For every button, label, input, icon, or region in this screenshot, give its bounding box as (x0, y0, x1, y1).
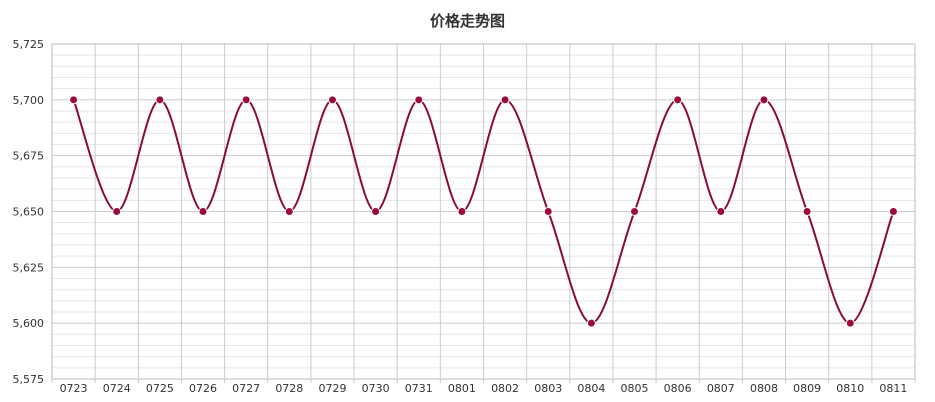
plot-frame (51, 43, 916, 380)
data-point (457, 207, 467, 216)
y-tick-label: 5,575 (13, 373, 45, 386)
data-point (414, 95, 424, 105)
x-tick-label: 0801 (448, 382, 476, 395)
x-tick-label: 0726 (189, 382, 217, 395)
data-point (759, 95, 769, 105)
x-tick-label: 0729 (318, 382, 346, 395)
series-line (72, 98, 895, 325)
data-point (802, 207, 812, 216)
data-point (845, 318, 855, 328)
x-tick-label: 0805 (621, 382, 649, 395)
x-tick-label: 0806 (664, 382, 692, 395)
x-tick-label: 0731 (405, 382, 433, 395)
y-tick-label: 5,600 (13, 317, 45, 330)
data-point (543, 207, 553, 216)
data-point (371, 207, 381, 216)
x-tick-label: 0803 (534, 382, 562, 395)
data-point (155, 95, 165, 105)
chart-title: 价格走势图 (429, 12, 505, 30)
x-tick-label: 0807 (707, 382, 735, 395)
data-point (888, 207, 898, 216)
data-point (716, 207, 726, 216)
x-tick-label: 0810 (836, 382, 864, 395)
x-tick-label: 0808 (750, 382, 778, 395)
data-point (284, 207, 294, 216)
x-tick-label: 0724 (103, 382, 131, 395)
x-tick-label: 0723 (60, 382, 88, 395)
x-tick-label: 0804 (577, 382, 605, 395)
y-tick-label: 5,700 (13, 94, 45, 107)
x-tick-label: 0811 (879, 382, 907, 395)
data-point (241, 95, 251, 105)
data-point (112, 207, 122, 216)
data-point (586, 318, 596, 328)
data-point (630, 207, 640, 216)
x-tick-label: 0727 (232, 382, 260, 395)
data-point (69, 95, 79, 105)
data-point (198, 207, 208, 216)
data-point (500, 95, 510, 105)
y-tick-label: 5,625 (13, 261, 45, 274)
x-tick-label: 0725 (146, 382, 174, 395)
x-tick-label: 0728 (275, 382, 303, 395)
x-tick-label: 0730 (362, 382, 390, 395)
y-tick-label: 5,675 (13, 150, 45, 163)
y-tick-label: 5,725 (13, 38, 45, 51)
x-tick-label: 0802 (491, 382, 519, 395)
y-tick-label: 5,650 (13, 206, 45, 219)
x-tick-label: 0809 (793, 382, 821, 395)
data-point (673, 95, 683, 105)
data-point (327, 95, 337, 105)
